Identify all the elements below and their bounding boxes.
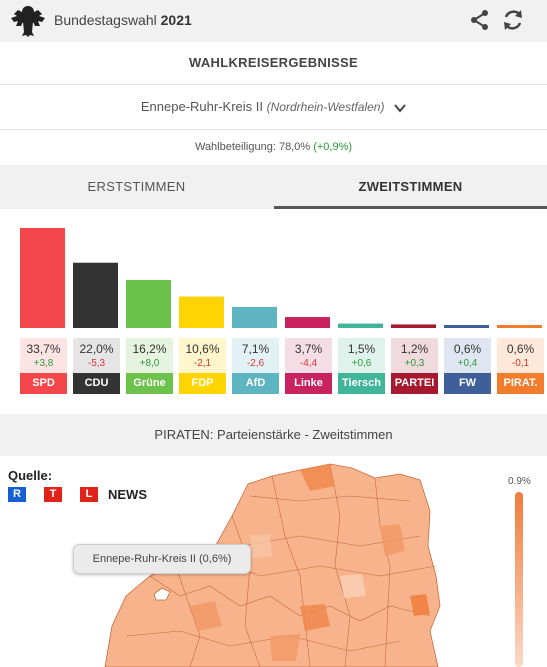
party-name: Grüne bbox=[126, 373, 173, 394]
party-value-box: 1,2% +0,3 bbox=[391, 338, 438, 373]
top-bar: Bundestagswahl 2021 bbox=[0, 0, 547, 42]
party-name: FW bbox=[444, 373, 491, 394]
bar-partei[interactable] bbox=[391, 324, 436, 328]
party-change: +3,8 bbox=[33, 358, 54, 369]
party-name: PARTEI bbox=[391, 373, 438, 394]
district-name: Ennepe-Ruhr-Kreis II bbox=[140, 99, 264, 114]
district-selector[interactable]: Ennepe-Ruhr-Kreis II (Nordrhein-Westfale… bbox=[0, 85, 547, 130]
party-percent: 16,2% bbox=[132, 342, 167, 356]
party-change: +0,4 bbox=[457, 358, 478, 369]
germany-map[interactable] bbox=[0, 456, 547, 667]
party-percent: 0,6% bbox=[506, 342, 535, 356]
party-percent: 1,5% bbox=[347, 342, 376, 356]
party-name: PIRAT. bbox=[497, 373, 544, 394]
party-change: -5,3 bbox=[87, 358, 106, 369]
rtl-letter-r: R bbox=[8, 487, 26, 502]
party-percent: 22,0% bbox=[79, 342, 114, 356]
party-card-linke[interactable]: 3,7% -4,4 Linke bbox=[285, 338, 332, 394]
district-state: (Nordrhein-Westfalen) bbox=[266, 100, 385, 114]
party-name: Linke bbox=[285, 373, 332, 394]
party-name: CDU bbox=[73, 373, 120, 394]
vote-type-tabs: ERSTSTIMMEN ZWEITSTIMMEN bbox=[0, 165, 547, 209]
party-change: +8,0 bbox=[139, 358, 160, 369]
party-percent: 7,1% bbox=[241, 342, 270, 356]
party-card-cdu[interactable]: 22,0% -5,3 CDU bbox=[73, 338, 120, 394]
party-card-grne[interactable]: 16,2% +8,0 Grüne bbox=[126, 338, 173, 394]
app-title: Bundestagswahl 2021 bbox=[54, 12, 192, 28]
map-drawing bbox=[104, 463, 441, 667]
refresh-icon[interactable] bbox=[501, 8, 525, 32]
color-scale-legend bbox=[515, 492, 523, 667]
party-percent: 0,6% bbox=[453, 342, 482, 356]
bar-afd[interactable] bbox=[232, 306, 277, 328]
chevron-down-icon bbox=[394, 103, 406, 113]
bar-tiersch[interactable] bbox=[338, 323, 383, 328]
section-title: WAHLKREISERGEBNISSE bbox=[0, 42, 547, 85]
turnout-label: Wahlbeteiligung: 78,0% bbox=[194, 141, 311, 153]
bar-fw[interactable] bbox=[444, 325, 489, 328]
party-change: +0,3 bbox=[404, 358, 425, 369]
party-percent: 33,7% bbox=[26, 342, 61, 356]
party-name: FDP bbox=[179, 373, 226, 394]
turnout: Wahlbeteiligung: 78,0% (+0,9%) bbox=[0, 130, 547, 164]
legend-max-label: 0.9% bbox=[508, 476, 531, 487]
party-card-pirat[interactable]: 0,6% -0,1 PIRAT. bbox=[497, 338, 544, 394]
bar-linke[interactable] bbox=[285, 317, 330, 328]
party-card-tiersch[interactable]: 1,5% +0,6 Tiersch bbox=[338, 338, 385, 394]
bar-grne[interactable] bbox=[126, 279, 171, 328]
source-label: Quelle: bbox=[8, 468, 53, 483]
bar-area bbox=[20, 228, 542, 328]
highlight-region bbox=[153, 587, 171, 601]
party-results-chart: 33,7% +3,8 SPD 22,0% -5,3 CDU 16,2% +8,0 Grüne 10… bbox=[0, 210, 547, 410]
federal-eagle-icon bbox=[11, 6, 45, 37]
party-value-box: 10,6% -2,1 bbox=[179, 338, 226, 373]
party-change: -2,1 bbox=[193, 358, 212, 369]
party-card-spd[interactable]: 33,7% +3,8 SPD bbox=[20, 338, 67, 394]
party-value-box: 0,6% +0,4 bbox=[444, 338, 491, 373]
party-percent: 3,7% bbox=[294, 342, 323, 356]
party-name: AfD bbox=[232, 373, 279, 394]
party-card-fw[interactable]: 0,6% +0,4 FW bbox=[444, 338, 491, 394]
rtl-news-text: NEWS bbox=[108, 487, 147, 502]
party-value-box: 0,6% -0,1 bbox=[497, 338, 544, 373]
party-name: SPD bbox=[20, 373, 67, 394]
party-change: -2,6 bbox=[246, 358, 265, 369]
bar-spd[interactable] bbox=[20, 228, 65, 328]
party-value-box: 3,7% -4,4 bbox=[285, 338, 332, 373]
share-icon[interactable] bbox=[469, 9, 491, 31]
party-value-box: 33,7% +3,8 bbox=[20, 338, 67, 373]
rtl-letter-t: T bbox=[44, 487, 62, 502]
bar-cdu[interactable] bbox=[73, 262, 118, 328]
party-value-box: 7,1% -2,6 bbox=[232, 338, 279, 373]
party-name: Tiersch bbox=[338, 373, 385, 394]
map-title: PIRATEN: Parteienstärke - Zweitstimmen bbox=[0, 414, 547, 456]
party-value-box: 16,2% +8,0 bbox=[126, 338, 173, 373]
turnout-change: (+0,9%) bbox=[313, 141, 353, 153]
party-change: -4,4 bbox=[299, 358, 318, 369]
rtl-letter-l: L bbox=[80, 487, 98, 502]
party-change: +0,6 bbox=[351, 358, 372, 369]
party-card-afd[interactable]: 7,1% -2,6 AfD bbox=[232, 338, 279, 394]
tab-erststimmen[interactable]: ERSTSTIMMEN bbox=[87, 179, 186, 194]
party-value-box: 1,5% +0,6 bbox=[338, 338, 385, 373]
bar-fdp[interactable] bbox=[179, 296, 224, 328]
party-percent: 10,6% bbox=[185, 342, 220, 356]
party-change: -0,1 bbox=[511, 358, 530, 369]
bar-pirat[interactable] bbox=[497, 325, 542, 328]
map-tooltip: Ennepe-Ruhr-Kreis II (0,6%) bbox=[73, 544, 251, 574]
tab-zweitstimmen[interactable]: ZWEITSTIMMEN bbox=[274, 165, 547, 209]
party-value-box: 22,0% -5,3 bbox=[73, 338, 120, 373]
party-card-partei[interactable]: 1,2% +0,3 PARTEI bbox=[391, 338, 438, 394]
party-percent: 1,2% bbox=[400, 342, 429, 356]
party-card-fdp[interactable]: 10,6% -2,1 FDP bbox=[179, 338, 226, 394]
